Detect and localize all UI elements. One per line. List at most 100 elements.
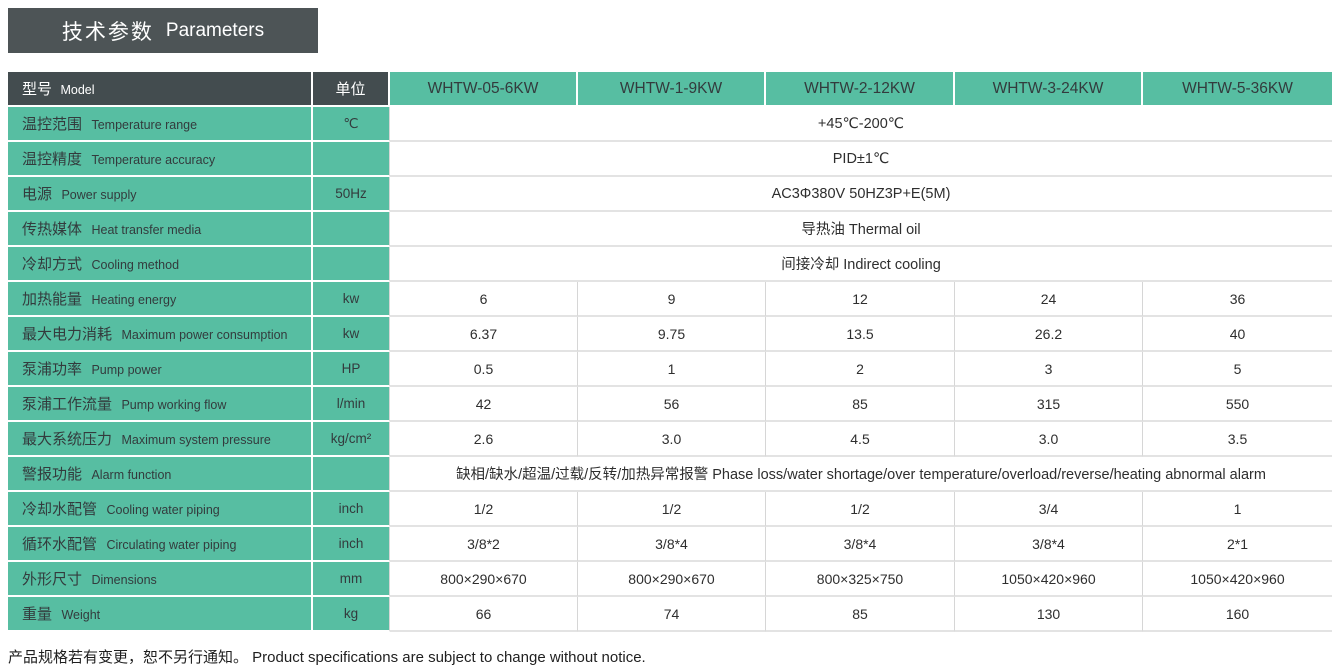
row-label: 传热媒体 Heat transfer media	[8, 212, 313, 247]
unit-cell: kw	[313, 317, 390, 352]
table-row: 温控范围 Temperature range ℃ +45℃-200℃	[8, 107, 1332, 142]
value-cell: 13.5	[766, 317, 955, 352]
value-cell: 5	[1143, 352, 1332, 387]
value-cell: 3/8*4	[766, 527, 955, 562]
table-row: 泵浦功率 Pump power HP 0.5 1 2 3 5	[8, 352, 1332, 387]
table-row: 最大系统压力 Maximum system pressure kg/cm² 2.…	[8, 422, 1332, 457]
row-label-en: Cooling method	[91, 258, 180, 272]
unit-cell: kw	[313, 282, 390, 317]
row-label-zh: 重量	[22, 606, 53, 623]
value-cell: 56	[578, 387, 766, 422]
unit-cell: kg	[313, 597, 390, 632]
value-cell: 3.0	[578, 422, 766, 457]
table-row: 最大电力消耗 Maximum power consumption kw 6.37…	[8, 317, 1332, 352]
row-label-zh: 温控范围	[22, 116, 83, 133]
value-cell: 4.5	[766, 422, 955, 457]
value-cell: 130	[955, 597, 1143, 632]
value-cell: 85	[766, 387, 955, 422]
row-label-zh: 外形尺寸	[22, 571, 83, 588]
row-label: 最大系统压力 Maximum system pressure	[8, 422, 313, 457]
table-row: 循环水配管 Circulating water piping inch 3/8*…	[8, 527, 1332, 562]
row-label-zh: 温控精度	[22, 151, 83, 168]
value-cell: 3/4	[955, 492, 1143, 527]
table-row: 电源 Power supply 50Hz AC3Φ380V 50HZ3P+E(5…	[8, 177, 1332, 212]
value-cell: 1/2	[766, 492, 955, 527]
value-cell: 800×290×670	[578, 562, 766, 597]
row-label-zh: 最大电力消耗	[22, 326, 113, 343]
value-cell: 1	[1143, 492, 1332, 527]
value-cell: 26.2	[955, 317, 1143, 352]
model-header: WHTW-3-24KW	[955, 72, 1143, 107]
row-label: 外形尺寸 Dimensions	[8, 562, 313, 597]
value-span-cell: 间接冷却 Indirect cooling	[390, 247, 1332, 282]
row-label-en: Maximum power consumption	[121, 328, 288, 342]
value-cell: 3/8*4	[578, 527, 766, 562]
row-label-en: Pump working flow	[121, 398, 227, 412]
row-label-en: Temperature accuracy	[91, 153, 216, 167]
table-row: 传热媒体 Heat transfer media 导热油 Thermal oil	[8, 212, 1332, 247]
value-span-cell: PID±1℃	[390, 142, 1332, 177]
value-cell: 3/8*2	[390, 527, 578, 562]
value-span-cell: +45℃-200℃	[390, 107, 1332, 142]
value-cell: 800×325×750	[766, 562, 955, 597]
row-label: 泵浦工作流量 Pump working flow	[8, 387, 313, 422]
value-cell: 550	[1143, 387, 1332, 422]
table-header-row: 型号 Model 单位 WHTW-05-6KW WHTW-1-9KW WHTW-…	[8, 72, 1332, 107]
row-label: 重量 Weight	[8, 597, 313, 632]
value-cell: 85	[766, 597, 955, 632]
row-label-en: Temperature range	[91, 118, 198, 132]
row-label-en: Cooling water piping	[106, 503, 220, 517]
value-cell: 2	[766, 352, 955, 387]
row-label-zh: 泵浦功率	[22, 361, 83, 378]
unit-cell	[313, 457, 390, 492]
value-cell: 9.75	[578, 317, 766, 352]
row-label: 最大电力消耗 Maximum power consumption	[8, 317, 313, 352]
row-label: 温控范围 Temperature range	[8, 107, 313, 142]
value-cell: 2.6	[390, 422, 578, 457]
value-cell: 1050×420×960	[955, 562, 1143, 597]
row-label-zh: 循环水配管	[22, 536, 98, 553]
row-label: 循环水配管 Circulating water piping	[8, 527, 313, 562]
row-label-zh: 传热媒体	[22, 221, 83, 238]
parameters-table: 型号 Model 单位 WHTW-05-6KW WHTW-1-9KW WHTW-…	[8, 72, 1332, 632]
table-row: 冷却方式 Cooling method 间接冷却 Indirect coolin…	[8, 247, 1332, 282]
row-label-en: Heat transfer media	[91, 223, 202, 237]
row-label-en: Power supply	[61, 188, 137, 202]
value-span-cell: 缺相/缺水/超温/过载/反转/加热异常报警 Phase loss/water s…	[390, 457, 1332, 492]
value-cell: 3.0	[955, 422, 1143, 457]
row-label-zh: 冷却方式	[22, 256, 83, 273]
row-label: 温控精度 Temperature accuracy	[8, 142, 313, 177]
corner-model-header: 型号 Model	[8, 72, 313, 107]
value-cell: 6	[390, 282, 578, 317]
value-cell: 40	[1143, 317, 1332, 352]
model-header: WHTW-2-12KW	[766, 72, 955, 107]
row-label-zh: 最大系统压力	[22, 431, 113, 448]
unit-cell: 50Hz	[313, 177, 390, 212]
table-row: 警报功能 Alarm function 缺相/缺水/超温/过载/反转/加热异常报…	[8, 457, 1332, 492]
row-label: 泵浦功率 Pump power	[8, 352, 313, 387]
unit-cell: l/min	[313, 387, 390, 422]
value-cell: 74	[578, 597, 766, 632]
row-label-zh: 泵浦工作流量	[22, 396, 113, 413]
value-cell: 1	[578, 352, 766, 387]
value-span-cell: 导热油 Thermal oil	[390, 212, 1332, 247]
table-row: 温控精度 Temperature accuracy PID±1℃	[8, 142, 1332, 177]
model-header: WHTW-05-6KW	[390, 72, 578, 107]
value-cell: 3/8*4	[955, 527, 1143, 562]
unit-cell: inch	[313, 527, 390, 562]
row-label-en: Weight	[61, 608, 101, 622]
row-label-en: Heating energy	[91, 293, 177, 307]
value-span-cell: AC3Φ380V 50HZ3P+E(5M)	[390, 177, 1332, 212]
value-cell: 9	[578, 282, 766, 317]
table-row: 加热能量 Heating energy kw 6 9 12 24 36	[8, 282, 1332, 317]
value-cell: 36	[1143, 282, 1332, 317]
model-header: WHTW-5-36KW	[1143, 72, 1332, 107]
row-label-zh: 电源	[22, 186, 53, 203]
unit-cell	[313, 142, 390, 177]
value-cell: 800×290×670	[390, 562, 578, 597]
row-label-en: Dimensions	[91, 573, 157, 587]
unit-cell: kg/cm²	[313, 422, 390, 457]
table-row: 冷却水配管 Cooling water piping inch 1/2 1/2 …	[8, 492, 1332, 527]
page-title-zh: 技术参数	[61, 20, 154, 44]
value-cell: 66	[390, 597, 578, 632]
